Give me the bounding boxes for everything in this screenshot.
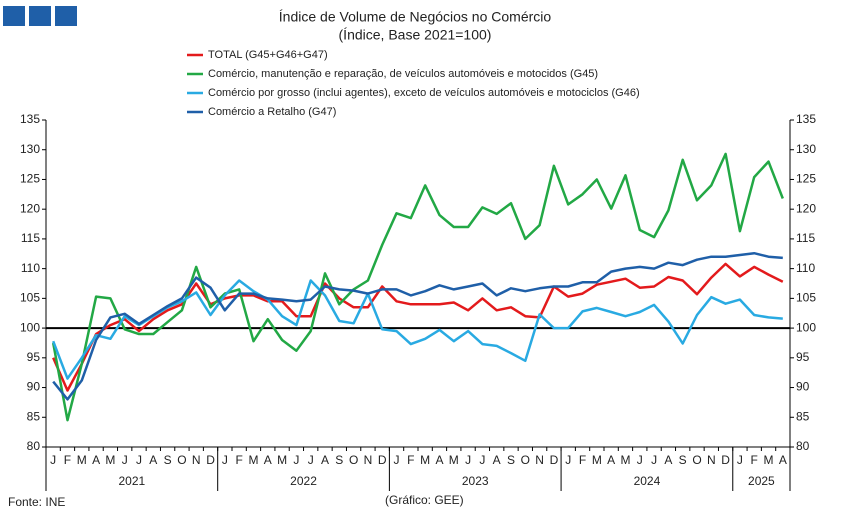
y2-tick-label: 90 bbox=[796, 380, 810, 394]
y2-tick-label: 100 bbox=[796, 320, 816, 334]
x-tick-label: O bbox=[692, 453, 701, 467]
series-line bbox=[52, 262, 784, 392]
x-tick-label: F bbox=[64, 453, 71, 467]
x-tick-label: J bbox=[479, 453, 485, 467]
y2-tick-label: 110 bbox=[796, 261, 815, 275]
y-tick-label: 105 bbox=[20, 291, 40, 305]
x-tick-label: J bbox=[651, 453, 657, 467]
x-tick-label: D bbox=[550, 453, 559, 467]
y-tick-label: 115 bbox=[21, 231, 40, 245]
x-tick-label: F bbox=[751, 453, 758, 467]
x-tick-label: J bbox=[222, 453, 228, 467]
x-tick-label: N bbox=[192, 453, 201, 467]
x-tick-label: J bbox=[637, 453, 643, 467]
logo-block bbox=[55, 6, 77, 26]
y-tick-label: 95 bbox=[27, 350, 41, 364]
x-tick-label: S bbox=[507, 453, 515, 467]
series-line bbox=[52, 251, 783, 401]
x-tick-label: A bbox=[607, 453, 615, 467]
x-tick-label: M bbox=[248, 453, 258, 467]
x-tick-label: D bbox=[378, 453, 387, 467]
x-tick-label: J bbox=[394, 453, 400, 467]
y-tick-label: 120 bbox=[20, 201, 40, 215]
chart-subtitle: (Índice, Base 2021=100) bbox=[339, 27, 492, 43]
year-label: 2024 bbox=[634, 474, 661, 488]
x-tick-label: D bbox=[721, 453, 730, 467]
credit: (Gráfico: GEE) bbox=[385, 493, 464, 507]
x-tick-label: M bbox=[105, 453, 115, 467]
x-tick-label: S bbox=[164, 453, 172, 467]
year-label: 2025 bbox=[748, 474, 775, 488]
x-tick-label: N bbox=[364, 453, 373, 467]
y-tick-label: 100 bbox=[20, 320, 40, 334]
y-tick-label: 110 bbox=[21, 261, 40, 275]
legend-label: Comércio a Retalho (G47) bbox=[208, 106, 336, 118]
x-tick-label: S bbox=[679, 453, 687, 467]
x-tick-label: A bbox=[435, 453, 443, 467]
x-tick-label: F bbox=[407, 453, 414, 467]
x-tick-label: M bbox=[420, 453, 430, 467]
legend-label: TOTAL (G45+G46+G47) bbox=[208, 49, 328, 61]
y2-tick-label: 125 bbox=[796, 172, 816, 186]
y-tick-label: 130 bbox=[20, 142, 40, 156]
x-tick-label: N bbox=[707, 453, 716, 467]
x-tick-label: F bbox=[579, 453, 586, 467]
series-line bbox=[52, 279, 783, 380]
x-tick-label: J bbox=[122, 453, 128, 467]
x-tick-label: M bbox=[764, 453, 774, 467]
x-tick-label: A bbox=[264, 453, 272, 467]
year-label: 2022 bbox=[290, 474, 317, 488]
x-tick-label: D bbox=[206, 453, 215, 467]
y2-tick-label: 85 bbox=[796, 409, 810, 423]
y2-tick-label: 130 bbox=[796, 142, 816, 156]
x-tick-label: A bbox=[779, 453, 787, 467]
y-tick-label: 135 bbox=[20, 112, 40, 126]
y2-tick-label: 135 bbox=[796, 112, 816, 126]
x-tick-label: A bbox=[149, 453, 157, 467]
y2-tick-label: 120 bbox=[796, 201, 816, 215]
x-tick-label: O bbox=[521, 453, 530, 467]
x-tick-label: O bbox=[349, 453, 358, 467]
legend-label: Comércio, manutenção e reparação, de veí… bbox=[208, 68, 598, 80]
x-tick-label: J bbox=[465, 453, 471, 467]
y2-tick-label: 95 bbox=[796, 350, 810, 364]
x-tick-label: A bbox=[664, 453, 672, 467]
y2-tick-label: 80 bbox=[796, 439, 810, 453]
x-tick-label: J bbox=[308, 453, 314, 467]
x-tick-label: M bbox=[77, 453, 87, 467]
x-tick-label: J bbox=[565, 453, 571, 467]
x-tick-label: M bbox=[592, 453, 602, 467]
y2-tick-label: 115 bbox=[796, 231, 815, 245]
x-tick-label: S bbox=[335, 453, 343, 467]
legend-label: Comércio por grosso (inclui agentes), ex… bbox=[208, 87, 640, 99]
y-tick-label: 125 bbox=[20, 172, 40, 186]
x-tick-label: A bbox=[493, 453, 501, 467]
series-line bbox=[51, 152, 784, 422]
x-tick-label: M bbox=[449, 453, 459, 467]
x-tick-label: M bbox=[620, 453, 630, 467]
source: Fonte: INE bbox=[8, 495, 65, 509]
x-tick-label: F bbox=[235, 453, 242, 467]
x-tick-label: A bbox=[92, 453, 100, 467]
y2-tick-label: 105 bbox=[796, 291, 816, 305]
x-tick-label: J bbox=[50, 453, 56, 467]
x-tick-label: A bbox=[321, 453, 329, 467]
year-label: 2021 bbox=[118, 474, 145, 488]
logo-block bbox=[3, 6, 25, 26]
logo-block bbox=[29, 6, 51, 26]
x-tick-label: J bbox=[293, 453, 299, 467]
x-tick-label: N bbox=[535, 453, 544, 467]
x-tick-label: O bbox=[177, 453, 186, 467]
x-tick-label: J bbox=[136, 453, 142, 467]
y-tick-label: 85 bbox=[27, 409, 41, 423]
y-tick-label: 90 bbox=[27, 380, 41, 394]
y-tick-label: 80 bbox=[27, 439, 41, 453]
year-label: 2023 bbox=[462, 474, 489, 488]
x-tick-label: M bbox=[277, 453, 287, 467]
x-tick-label: J bbox=[737, 453, 743, 467]
chart-title: Índice de Volume de Negócios no Comércio bbox=[279, 9, 552, 25]
